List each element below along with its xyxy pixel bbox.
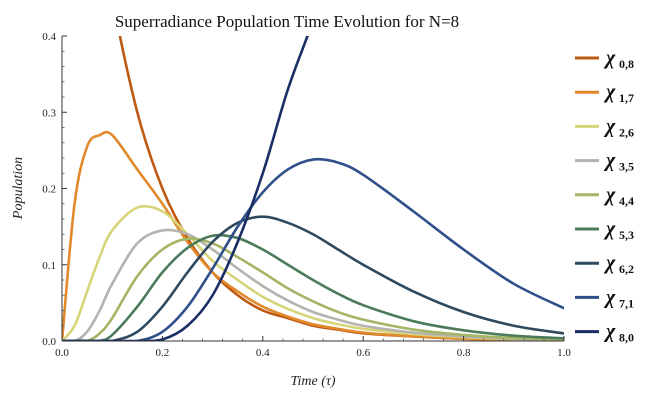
legend: χ 0,8χ 1,7χ 2,6χ 3,5χ 4,4χ 5,3χ 6,2χ 7,1χ 8,0 [575, 47, 634, 345]
legend-label-symbol: χ [603, 47, 616, 69]
legend-label-subscript: 8,0 [619, 331, 634, 345]
y-axis-title: Population [11, 157, 26, 220]
legend-label-subscript: 5,3 [619, 228, 634, 242]
legend-item-8-0: χ 8,0 [575, 321, 634, 345]
x-axis-title: Time (τ) [290, 374, 335, 389]
series-line-7-1 [62, 157, 564, 341]
y-tick-label: 0.1 [42, 260, 56, 272]
series-line-5-3 [62, 233, 564, 341]
series-line-8-0 [62, 36, 309, 341]
x-tick-label: 0.0 [55, 347, 69, 359]
legend-label-symbol: χ [603, 184, 616, 206]
axes: 0.0 0.2 0.4 0.6 0.8 1.0 0.0 0.1 0.2 0.3 0.4 [42, 31, 571, 359]
legend-item-4-4: χ 4,4 [575, 184, 634, 208]
legend-label-subscript: 2,6 [619, 125, 634, 139]
series-line-4-4 [62, 237, 564, 341]
x-tick-label: 0.8 [457, 347, 471, 359]
y-tick-label: 0.4 [42, 31, 56, 43]
legend-label-symbol: χ [603, 286, 616, 308]
y-tick-label: 0.3 [42, 107, 56, 119]
legend-label-subscript: 4,4 [619, 194, 634, 208]
x-tick-label: 0.6 [356, 347, 370, 359]
chart-title: Superradiance Population Time Evolution … [115, 12, 459, 31]
series-line-3-5 [62, 228, 564, 341]
legend-item-5-3: χ 5,3 [575, 218, 634, 242]
legend-label-subscript: 7,1 [619, 296, 634, 310]
legend-label-subscript: 0,8 [619, 57, 634, 71]
x-tick-label: 1.0 [557, 347, 571, 359]
legend-label-symbol: χ [603, 218, 616, 240]
x-tick-label: 0.4 [256, 347, 270, 359]
series-line-6-2 [62, 215, 564, 341]
legend-item-3-5: χ 3,5 [575, 150, 634, 174]
x-tick-label: 0.2 [156, 347, 170, 359]
legend-item-0-8: χ 0,8 [575, 47, 634, 71]
legend-label-subscript: 6,2 [619, 262, 634, 276]
series-line-2-6 [62, 204, 564, 341]
y-tick-label: 0.0 [42, 336, 56, 348]
legend-label-subscript: 1,7 [619, 91, 634, 105]
legend-label-subscript: 3,5 [619, 160, 634, 174]
legend-label-symbol: χ [603, 81, 616, 103]
legend-item-7-1: χ 7,1 [575, 286, 634, 310]
series-line-1-7 [62, 130, 564, 341]
legend-item-6-2: χ 6,2 [575, 252, 634, 276]
plot-area [62, 36, 564, 341]
legend-item-2-6: χ 2,6 [575, 115, 634, 139]
legend-label-symbol: χ [603, 252, 616, 274]
y-tick-label: 0.2 [42, 184, 56, 196]
legend-label-symbol: χ [603, 321, 616, 343]
legend-label-symbol: χ [603, 115, 616, 137]
legend-item-1-7: χ 1,7 [575, 81, 634, 105]
legend-label-symbol: χ [603, 150, 616, 172]
